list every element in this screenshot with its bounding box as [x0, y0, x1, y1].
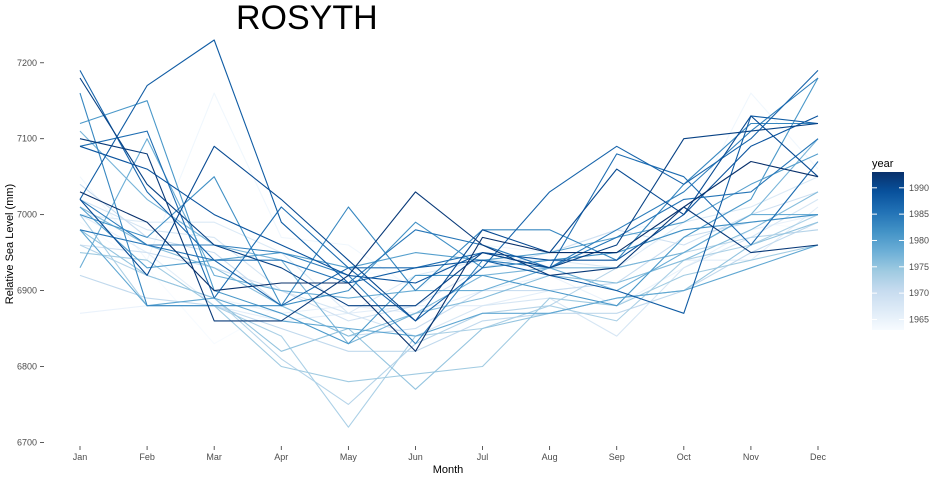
legend-title: year — [872, 158, 894, 170]
legend-tick-label: 1980 — [909, 235, 929, 245]
y-tick-label: 7200 — [17, 58, 37, 68]
legend-tick-label: 1985 — [909, 209, 929, 219]
series-line-1968 — [79, 198, 819, 337]
y-tick-label: 7000 — [17, 210, 37, 220]
x-tick-label: Jan — [73, 452, 88, 462]
x-tick-label: Apr — [274, 452, 288, 462]
legend-colorbar — [872, 172, 904, 330]
series-line-1976 — [79, 191, 819, 337]
y-axis-title: Relative Sea Level (mm) — [4, 184, 16, 304]
y-axis: 6700 6800 6900 7000 7100 7200 — [17, 58, 44, 447]
x-tick-label: Dec — [810, 452, 827, 462]
series-line-1979 — [79, 229, 819, 337]
series-line-1982 — [79, 176, 819, 307]
legend-tick-label: 1965 — [909, 314, 929, 324]
legend-tick-label: 1970 — [909, 288, 929, 298]
x-tick-label: Jul — [477, 452, 489, 462]
legend-tick-label: 1975 — [909, 262, 929, 272]
series-line-1980 — [79, 153, 819, 269]
x-tick-label: Sep — [609, 452, 625, 462]
series-line-1981 — [79, 77, 819, 345]
legend-tick-label: 1990 — [909, 183, 929, 193]
chart-title: ROSYTH — [236, 0, 378, 37]
x-tick-label: Jun — [408, 452, 423, 462]
x-tick-label: Nov — [743, 452, 760, 462]
series-line-1984 — [79, 77, 819, 345]
x-tick-label: Mar — [206, 452, 222, 462]
series-line-1970 — [79, 183, 819, 337]
series-line-1988 — [79, 39, 819, 314]
series-line-1993 — [79, 160, 819, 352]
x-tick-label: Feb — [139, 452, 155, 462]
series-line-1986 — [79, 130, 819, 299]
series-line-1987 — [79, 70, 819, 322]
series-line-1978 — [79, 138, 818, 299]
x-axis: Jan Feb Mar Apr May Jun Jul Aug Sep Oct Nov Dec — [73, 446, 827, 462]
y-tick-label: 6700 — [17, 437, 37, 447]
series-line-1989 — [79, 115, 819, 284]
series-line-1991 — [79, 77, 819, 307]
series-line-1983 — [79, 92, 818, 307]
series-line-1992 — [79, 138, 819, 322]
series-line-1990 — [79, 115, 819, 322]
y-tick-label: 6900 — [17, 286, 37, 296]
x-tick-label: Oct — [677, 452, 692, 462]
x-tick-label: May — [340, 452, 358, 462]
y-tick-label: 6800 — [17, 361, 37, 371]
series-line-1971 — [79, 221, 819, 352]
y-tick-label: 7100 — [17, 134, 37, 144]
year-legend: year 1965 1970 1975 1980 1985 1990 — [872, 158, 929, 330]
series-line-1969 — [79, 191, 819, 322]
x-tick-label: Aug — [542, 452, 558, 462]
legend-ticks: 1965 1970 1975 1980 1985 1990 — [872, 183, 929, 324]
series-line-1974 — [79, 244, 819, 383]
x-axis-title: Month — [433, 464, 464, 476]
plot-area — [79, 39, 819, 428]
